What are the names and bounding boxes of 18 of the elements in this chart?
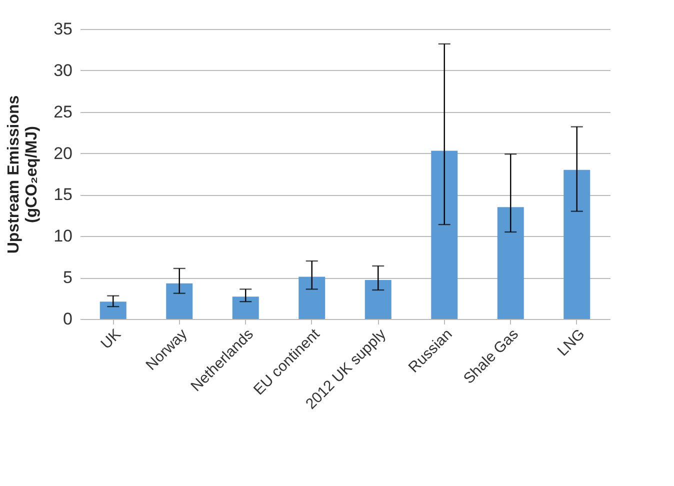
bar: [298, 276, 326, 319]
x-tick-label: UK: [98, 326, 124, 353]
bar: [100, 302, 126, 319]
y-tick-label: 30: [54, 60, 72, 80]
bar: [232, 296, 259, 319]
y-tick-label: 25: [54, 102, 72, 122]
y-axis-title: Upstream Emissions (gCO₂eq/MJ): [6, 95, 41, 254]
y-tick-label: 15: [54, 185, 72, 204]
bar: [364, 280, 392, 319]
y-tick-label: 5: [63, 268, 72, 288]
bar: [564, 170, 590, 319]
y-tick-label: 10: [54, 226, 72, 246]
bar: [166, 283, 193, 319]
y-tick-label: 35: [54, 20, 72, 38]
y-tick-label: 20: [54, 144, 72, 163]
bar: [431, 150, 458, 319]
y-tick-label: 0: [63, 310, 72, 328]
bar: [497, 207, 524, 319]
